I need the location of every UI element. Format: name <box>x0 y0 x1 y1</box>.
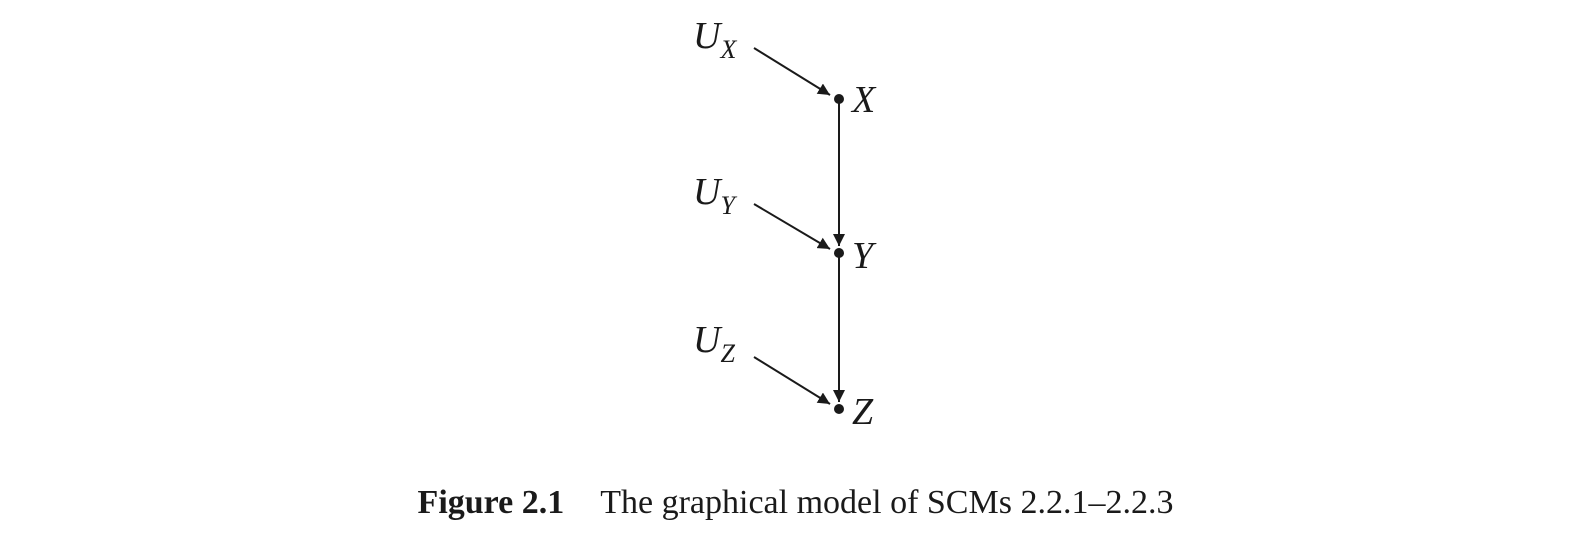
exogenous-uy-label: UY <box>693 171 737 220</box>
node-z-label: Z <box>852 391 874 433</box>
node-y-label: Y <box>852 235 877 277</box>
scm-graph: X Y Z UX UY UZ <box>693 15 877 433</box>
exogenous-uz-sub: Z <box>720 339 735 368</box>
exogenous-uz-label: UZ <box>693 319 735 368</box>
node-x-dot <box>834 94 844 104</box>
edge-uy-y <box>753 203 831 250</box>
edge-ux-x <box>753 47 831 96</box>
node-z-dot <box>834 404 844 414</box>
exogenous-ux-label: UX <box>693 15 737 64</box>
exogenous-ux-sub: X <box>719 35 737 64</box>
exogenous-uz-base: U <box>693 319 723 361</box>
node-y-dot <box>834 248 844 258</box>
exogenous-uy-base: U <box>693 171 723 213</box>
edge-uz-z <box>753 356 831 405</box>
exogenous-uy-sub: Y <box>720 191 737 220</box>
figure-caption-label: Figure 2.1 <box>417 484 565 521</box>
node-x-label: X <box>850 79 877 121</box>
exogenous-ux-base: U <box>693 15 723 57</box>
figure-caption-text: The graphical model of SCMs 2.2.1–2.2.3 <box>600 484 1174 521</box>
figure-caption: Figure 2.1 The graphical model of SCMs 2.… <box>0 484 1591 522</box>
